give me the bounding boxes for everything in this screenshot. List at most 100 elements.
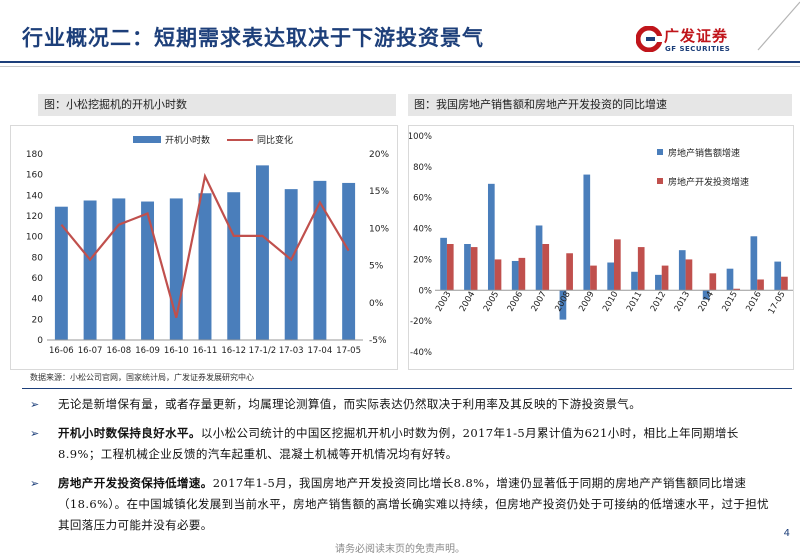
bullet-arrow-icon: ➢ <box>30 398 40 411</box>
logo-name: 广发证券 <box>664 27 729 45</box>
x-axis-tick-label: 16-06 <box>49 346 74 356</box>
sales-growth-bar <box>487 183 495 291</box>
logo-english: GF SECURITIES <box>665 45 731 53</box>
left-axis-tick-label: 80 <box>32 253 44 263</box>
hours-bar <box>313 180 327 340</box>
legend-label-hours: 开机小时数 <box>165 134 210 146</box>
page-number: 4 <box>783 528 790 539</box>
left-axis-tick-label: 40 <box>32 295 44 305</box>
right-chart-title: 图：我国房地产销售额和房地产开发投资的同比增速 <box>408 94 792 116</box>
sales-growth-bar <box>655 274 662 291</box>
hours-bar <box>169 198 183 340</box>
left-axis-tick-label: 160 <box>26 171 43 181</box>
investment-growth-bar <box>757 279 764 291</box>
data-source: 数据来源：小松公司官网，国家统计局，广发证券发展研究中心 <box>30 373 254 382</box>
header-rule-thin <box>0 66 800 67</box>
operating-hours-chart: 0 20 40 60 80 100 120 140 160 180 -5% 0% 5% 10% 15% 20%… <box>26 134 390 356</box>
investment-growth-bar <box>637 247 645 291</box>
legend-swatch-hours <box>133 136 161 143</box>
x-axis-tick-label: 17-04 <box>308 346 333 356</box>
y-axis-tick-label: 20% <box>413 255 432 265</box>
x-axis-tick-label: 2012 <box>649 290 668 314</box>
corner-decoration <box>757 1 800 51</box>
hours-bar <box>54 206 68 340</box>
bullet-2-text: 以小松公司统计的中国区挖掘机开机小时数为例，2017年1-5月累计值为621小时… <box>58 426 739 461</box>
investment-growth-bar <box>661 265 669 291</box>
sales-growth-bar <box>678 250 686 291</box>
real-estate-growth-chart: -40% -20% 0% 20% 40% 60% 80% 100% 2003 2004 2005 20… <box>408 132 793 358</box>
hours-bar <box>227 192 241 340</box>
y-axis-tick-label: 40% <box>413 225 432 235</box>
y-axis-tick-label: -20% <box>410 317 432 327</box>
right-axis-tick-label: 10% <box>369 224 389 234</box>
x-axis-tick-label: 16-12 <box>221 346 246 356</box>
legend-swatch-sales <box>657 149 663 155</box>
x-axis-tick-label: 2016 <box>744 290 763 314</box>
right-axis-tick-label: 20% <box>369 150 389 160</box>
investment-growth-bar <box>590 265 597 291</box>
investment-growth-bar <box>733 288 741 291</box>
left-axis-tick-label: 140 <box>26 191 43 201</box>
x-axis-tick-label: 17-05 <box>336 346 361 356</box>
x-axis-tick-label: 2008 <box>553 290 572 314</box>
disclaimer-footer: 请务必阅读末页的免责声明。 <box>335 544 465 555</box>
section-divider <box>22 388 792 389</box>
sales-growth-bar <box>631 271 638 291</box>
investment-growth-bar <box>685 259 693 291</box>
investment-growth-bar <box>566 253 573 291</box>
left-chart-title: 图：小松挖掘机的开机小时数 <box>38 94 396 116</box>
sales-growth-bar <box>511 260 519 291</box>
x-axis-tick-label: 17-05 <box>767 290 788 316</box>
header-rule <box>0 61 800 63</box>
x-axis-tick-label: 17-03 <box>279 346 304 356</box>
left-axis-tick-label: 100 <box>26 233 43 243</box>
x-axis-tick-label: 16-07 <box>78 346 103 356</box>
left-axis-tick-label: 120 <box>26 212 43 222</box>
legend-label-sales: 房地产销售额增速 <box>668 147 740 159</box>
sales-growth-bar <box>464 244 471 291</box>
bullet-1-text: 无论是新增保有量，或者存量更新，均属理论测算值，而实际表达仍然取决于利用率及其反… <box>58 397 642 411</box>
bullet-arrow-icon: ➢ <box>30 477 40 490</box>
bullet-paragraph-2: 开机小时数保持良好水平。以小松公司统计的中国区挖掘机开机小时数为例，2017年1… <box>58 423 778 465</box>
sales-growth-bar <box>559 290 567 320</box>
investment-growth-bar <box>614 239 621 291</box>
sales-growth-bar <box>726 268 734 291</box>
hours-bar <box>112 198 126 340</box>
y-axis-tick-label: 80% <box>413 163 432 173</box>
sales-growth-bar <box>750 236 758 291</box>
bullet-3-heading: 房地产开发投资保持低增速。 <box>58 476 213 490</box>
right-axis-tick-label: 5% <box>369 262 384 272</box>
left-axis-tick-label: 180 <box>26 150 43 160</box>
x-axis-tick-label: 2013 <box>673 290 692 314</box>
investment-growth-bar <box>542 244 550 291</box>
sales-growth-bar <box>440 237 447 291</box>
x-axis-tick-label: 16-10 <box>164 346 189 356</box>
x-axis-tick-label: 2014 <box>697 290 716 314</box>
investment-growth-bar <box>709 273 717 291</box>
right-chart-panel: -40% -20% 0% 20% 40% 60% 80% 100% 2003 2004 2005 20… <box>408 125 794 370</box>
x-axis-tick-label: 2003 <box>434 290 453 314</box>
hours-bar <box>342 182 356 340</box>
x-axis-tick-label: 16-09 <box>135 346 160 356</box>
left-axis-tick-label: 0 <box>37 336 43 346</box>
investment-growth-bar <box>470 247 478 291</box>
x-axis-tick-label: 2015 <box>720 290 739 314</box>
hours-bar <box>198 193 212 340</box>
x-axis-tick-label: 17-1/2 <box>249 346 277 356</box>
hours-bar <box>284 189 298 340</box>
legend-swatch-investment <box>657 178 663 184</box>
legend-label-investment: 房地产开发投资增速 <box>668 176 749 188</box>
right-axis-tick-label: -5% <box>369 336 387 346</box>
investment-growth-bar <box>446 244 454 291</box>
bullet-3-text: 2017年1-5月，我国房地产开发投资同比增长8.8%，增速仍显著低于同期的房地… <box>58 476 770 532</box>
sales-growth-bar <box>702 290 710 300</box>
y-axis-tick-label: 60% <box>413 194 432 204</box>
x-axis-tick-label: 2007 <box>530 290 549 314</box>
company-logo: 广发证券 GF SECURITIES <box>636 22 732 62</box>
page-title: 行业概况二：短期需求表达取决于下游投资景气 <box>22 25 484 50</box>
yoy-change-line <box>60 172 350 318</box>
x-axis-tick-label: 2006 <box>506 290 525 314</box>
investment-growth-bar <box>781 276 788 291</box>
x-axis-tick-label: 16-08 <box>106 346 131 356</box>
x-axis-tick-label: 16-11 <box>193 346 218 356</box>
